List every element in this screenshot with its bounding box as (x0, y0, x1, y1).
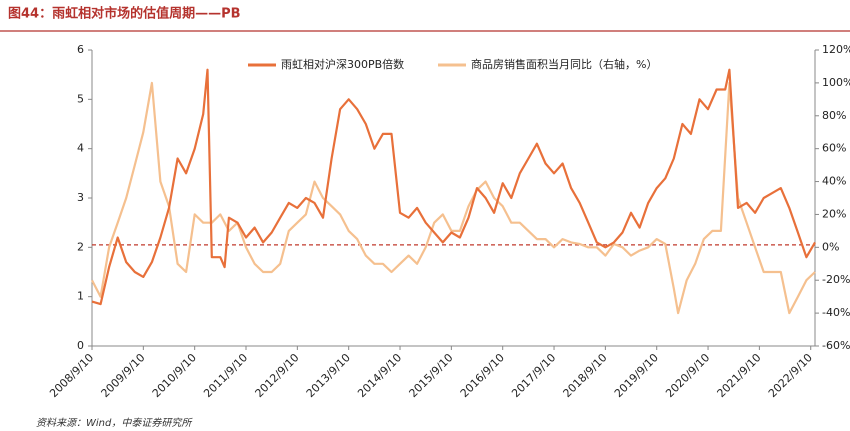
x-tick-label: 2016/9/10 (458, 351, 507, 400)
x-tick-label: 2009/9/10 (99, 351, 148, 400)
x-tick-label: 2017/9/10 (509, 351, 558, 400)
x-tick-label: 2014/9/10 (355, 351, 404, 400)
y-tick-label: 2 (77, 240, 84, 253)
chart-title: 图44：雨虹相对市场的估值周期——PB (8, 6, 241, 22)
x-tick-label: 2015/9/10 (407, 351, 456, 400)
y2-tick-label: 40% (822, 175, 846, 188)
x-tick-label: 2020/9/10 (663, 351, 712, 400)
legend-label: 商品房销售面积当月同比（右轴，%） (471, 57, 657, 71)
x-tick-label: 2022/9/10 (766, 351, 815, 400)
x-tick-label: 2018/9/10 (561, 351, 610, 400)
x-tick-label: 2010/9/10 (150, 351, 199, 400)
y-tick-label: 3 (77, 191, 84, 204)
series-line (91, 81, 816, 315)
x-tick-label: 2012/9/10 (253, 351, 302, 400)
y2-tick-label: 80% (822, 109, 846, 122)
y2-tick-label: -20% (822, 273, 850, 286)
y2-tick-label: 0% (822, 240, 839, 253)
series-line (91, 68, 816, 306)
y2-tick-label: -40% (822, 306, 850, 319)
y-tick-label: 6 (77, 43, 84, 56)
y2-tick-label: 20% (822, 207, 846, 220)
legend-label: 雨虹相对沪深300PB倍数 (281, 57, 404, 71)
y2-tick-label: 120% (822, 43, 850, 56)
y2-tick-label: -60% (822, 339, 850, 352)
x-tick-label: 2011/9/10 (201, 351, 250, 400)
y2-tick-label: 60% (822, 142, 846, 155)
y-tick-label: 4 (77, 142, 84, 155)
x-tick-label: 2013/9/10 (304, 351, 353, 400)
source-note: 资料来源：Wind，中泰证券研究所 (36, 417, 193, 429)
y-tick-label: 0 (77, 339, 84, 352)
x-tick-label: 2021/9/10 (715, 351, 764, 400)
y-tick-label: 1 (77, 290, 84, 303)
x-tick-label: 2008/9/10 (47, 351, 96, 400)
x-tick-label: 2019/9/10 (612, 351, 661, 400)
y-tick-label: 5 (77, 92, 84, 105)
y2-tick-label: 100% (822, 76, 850, 89)
